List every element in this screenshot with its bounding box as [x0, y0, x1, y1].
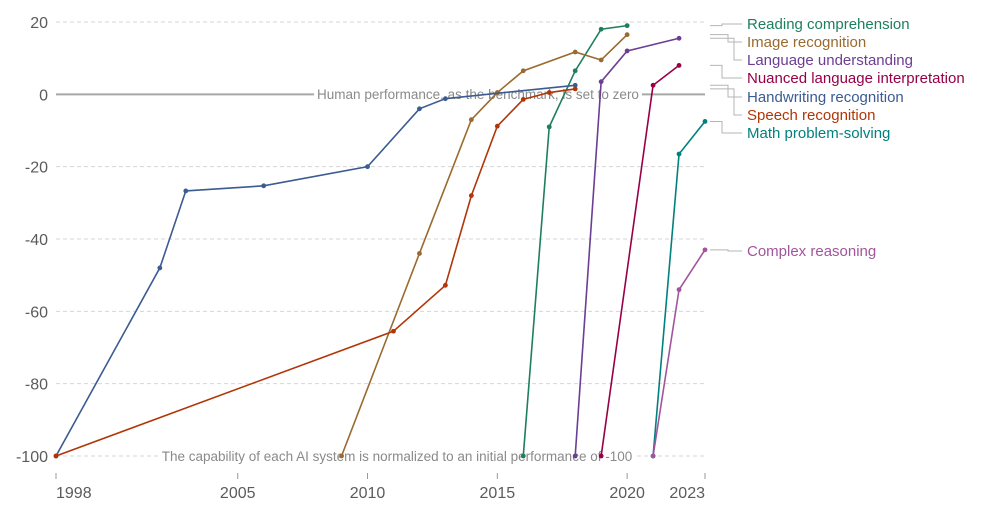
- label-connector: [710, 120, 742, 134]
- label-connector: [710, 37, 742, 61]
- series-line: [55, 84, 576, 457]
- y-tick-label: -40: [25, 232, 48, 249]
- label-connector: [710, 23, 742, 27]
- data-point: [53, 453, 59, 459]
- data-point: [572, 68, 578, 74]
- data-point: [676, 287, 682, 293]
- data-point: [598, 453, 604, 459]
- data-point: [546, 124, 552, 130]
- label-connector: [710, 88, 742, 116]
- y-tick-label: 0: [39, 87, 48, 104]
- data-point: [183, 188, 189, 194]
- data-point: [468, 117, 474, 123]
- data-point: [650, 82, 656, 88]
- y-tick-label: -60: [25, 304, 48, 321]
- legend-label-handwriting-recognition: Handwriting recognition: [747, 89, 904, 106]
- data-point: [520, 453, 526, 459]
- legend-label-reading-comprehension: Reading comprehension: [747, 16, 910, 33]
- legend-label-nuanced-language-interpretation: Nuanced language interpretation: [747, 70, 965, 87]
- x-tick-label: 1998: [56, 485, 92, 502]
- series-language-understanding: [572, 35, 682, 459]
- data-point: [520, 68, 526, 74]
- label-connector: [710, 249, 742, 252]
- series-complex-reasoning: [650, 247, 708, 459]
- series-line: [574, 37, 680, 457]
- data-point: [443, 96, 448, 102]
- x-axis: 1998 2005 2010 2015 2020 2023: [55, 473, 706, 502]
- series-reading-comprehension: [520, 23, 630, 459]
- data-point: [546, 90, 552, 95]
- x-tick-label: 2015: [480, 485, 516, 502]
- series-speech-recognition: [53, 86, 578, 459]
- data-point: [676, 35, 682, 41]
- data-point: [624, 32, 630, 38]
- y-axis: 20 0 -20 -40 -60 -80 -100: [16, 15, 48, 466]
- y-tick-label: -100: [16, 449, 48, 466]
- series-group: [53, 23, 708, 459]
- data-point: [417, 251, 422, 256]
- series-line: [600, 64, 680, 457]
- x-tick-label: 2023: [669, 485, 705, 502]
- data-point: [494, 123, 500, 129]
- human-benchmark-annotation: Human performance, as the benchmark, is …: [317, 87, 639, 102]
- data-point: [598, 26, 604, 32]
- y-tick-label: 20: [30, 15, 48, 32]
- x-tick-label: 2010: [350, 485, 386, 502]
- series-handwriting-recognition: [53, 82, 578, 459]
- series-image-recognition: [339, 32, 630, 459]
- data-point: [365, 164, 370, 170]
- data-point: [443, 282, 448, 288]
- series-nuanced-language-interpretation: [598, 63, 682, 459]
- series-line: [652, 249, 706, 457]
- data-point: [598, 79, 604, 85]
- data-point: [676, 151, 682, 157]
- data-point: [702, 119, 708, 124]
- data-point: [676, 63, 682, 68]
- legend-label-math-problem-solving: Math problem-solving: [747, 125, 890, 142]
- data-point: [572, 453, 578, 459]
- y-tick-label: -20: [25, 160, 48, 177]
- data-point: [468, 193, 474, 199]
- data-point: [339, 453, 344, 459]
- data-point: [391, 328, 396, 334]
- data-point: [572, 86, 578, 92]
- legend-label-image-recognition: Image recognition: [747, 34, 866, 51]
- data-point: [624, 23, 630, 29]
- annotation-background: [158, 449, 636, 464]
- label-connector: [710, 84, 742, 98]
- data-point: [572, 82, 578, 88]
- legend-label-complex-reasoning: Complex reasoning: [747, 243, 876, 260]
- data-point: [572, 49, 578, 55]
- y-tick-label: -80: [25, 377, 48, 394]
- data-point: [650, 453, 656, 459]
- data-point: [261, 183, 267, 189]
- data-point: [157, 265, 163, 271]
- initial-performance-annotation: The capability of each AI system is norm…: [162, 449, 632, 464]
- data-point: [598, 57, 604, 63]
- data-point: [624, 48, 630, 54]
- data-point: [520, 96, 526, 102]
- label-connector: [710, 64, 742, 79]
- series-line: [55, 88, 576, 457]
- legend-label-speech-recognition: Speech recognition: [747, 107, 875, 124]
- data-point: [417, 106, 422, 112]
- x-tick-label: 2020: [609, 485, 645, 502]
- series-line: [340, 34, 628, 457]
- x-tick-label: 2005: [220, 485, 256, 502]
- data-point: [702, 247, 708, 253]
- legend-label-language-understanding: Language understanding: [747, 52, 913, 69]
